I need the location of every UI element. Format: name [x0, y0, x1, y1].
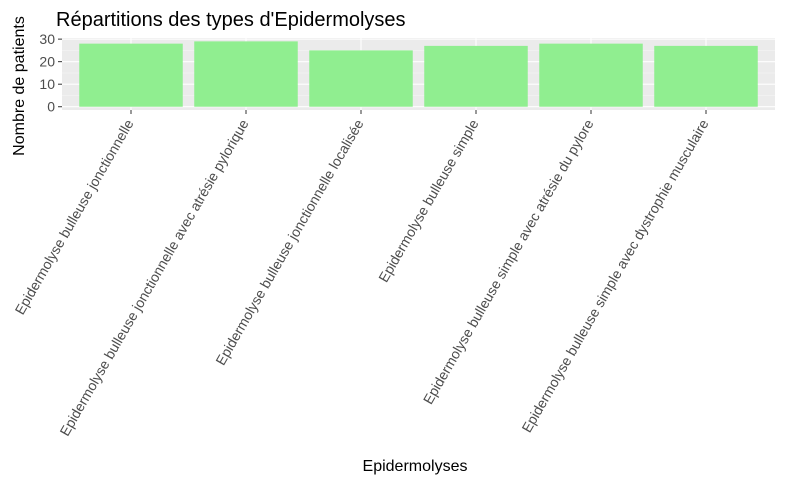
y-tick-label: 30: [39, 31, 55, 47]
bar: [194, 41, 298, 107]
y-tick-label: 20: [39, 54, 55, 70]
x-tick-label: Epidermolyse bulleuse simple: [375, 116, 482, 285]
x-tick-label: Epidermolyse bulleuse jonctionnelle avec…: [56, 116, 251, 438]
x-axis: Epidermolyse bulleuse jonctionnelleEpide…: [11, 110, 712, 439]
bar: [654, 45, 758, 107]
bar: [539, 43, 643, 107]
chart-title: Répartitions des types d'Epidermolyses: [56, 9, 406, 31]
bar: [424, 45, 528, 107]
x-tick-label: Epidermolyse bulleuse jonctionnelle loca…: [212, 116, 366, 367]
x-tick-label: Epidermolyse bulleuse simple avec dystro…: [518, 116, 711, 435]
bars: [79, 41, 758, 107]
bar: [309, 50, 413, 107]
x-axis-title: Epidermolyses: [363, 458, 468, 475]
y-axis: 0 10 20 30: [39, 31, 62, 115]
y-axis-title: Nombre de patients: [11, 16, 28, 156]
x-tick-label: Epidermolyse bulleuse jonctionnelle: [11, 116, 136, 317]
y-tick-label: 10: [39, 76, 55, 92]
y-tick-label: 0: [47, 99, 55, 115]
bar: [79, 43, 183, 107]
